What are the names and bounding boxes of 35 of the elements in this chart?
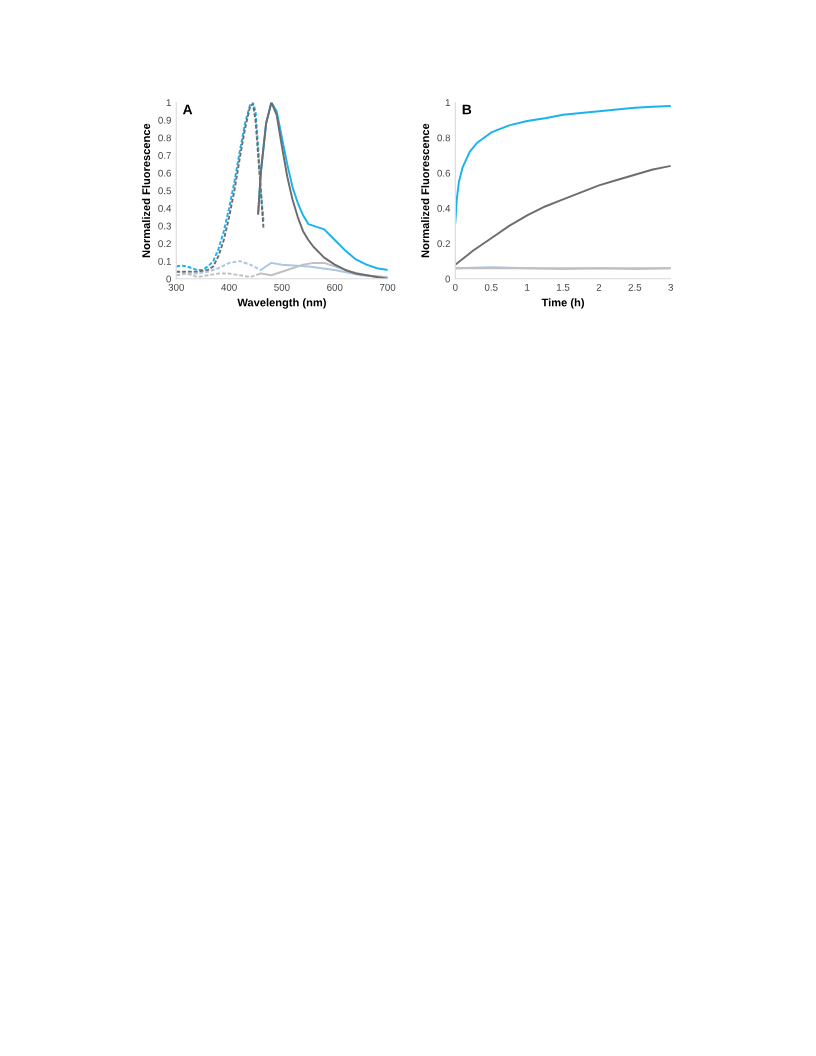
y-tick-label: 0.4 — [158, 204, 172, 212]
y-tick-label: 0.9 — [158, 116, 171, 124]
y-tick-label: 1 — [166, 99, 171, 106]
y-tick-label: 0.6 — [158, 169, 171, 177]
annotation: B — [462, 104, 472, 115]
x-tick-label: 0 — [453, 283, 458, 291]
x-axis-title: Wavelength (nm) — [237, 298, 326, 309]
y-tick-label: 0.4 — [437, 204, 451, 212]
y-tick-label: 0.2 — [158, 240, 171, 248]
y-tick-label: 0 — [445, 275, 451, 283]
x-axis-title: Time (h) — [541, 298, 584, 309]
y-axis-title: Normalized Fluorescence — [141, 123, 151, 258]
x-tick-label: 1.5 — [557, 284, 570, 291]
x-tick-label: 3 — [668, 283, 674, 291]
y-tick-label: 0.1 — [158, 257, 171, 265]
y-tick-label: 0.3 — [158, 222, 171, 230]
x-tick-label: 400 — [221, 283, 237, 291]
annotation: A — [182, 104, 193, 115]
y-tick-label: 1 — [445, 99, 450, 106]
y-tick-label: 0 — [166, 275, 172, 283]
y-tick-label: 0.5 — [158, 187, 171, 195]
x-tick-label: 300 — [168, 283, 184, 291]
x-tick-label: 0.5 — [484, 283, 498, 291]
x-tick-label: 700 — [379, 283, 396, 291]
y-tick-label: 0.6 — [437, 169, 451, 177]
y-tick-label: 0.8 — [437, 134, 451, 142]
y-axis-title: Normalized Fluorescence — [421, 123, 430, 258]
x-tick-label: 2.5 — [628, 283, 642, 291]
y-tick-label: 0.7 — [158, 152, 171, 159]
x-tick-label: 600 — [327, 283, 343, 291]
x-tick-label: 1 — [525, 284, 530, 291]
y-tick-label: 0.8 — [158, 134, 171, 142]
x-tick-label: 500 — [274, 283, 290, 291]
x-tick-label: 2 — [596, 283, 602, 291]
y-tick-label: 0.2 — [437, 240, 450, 248]
